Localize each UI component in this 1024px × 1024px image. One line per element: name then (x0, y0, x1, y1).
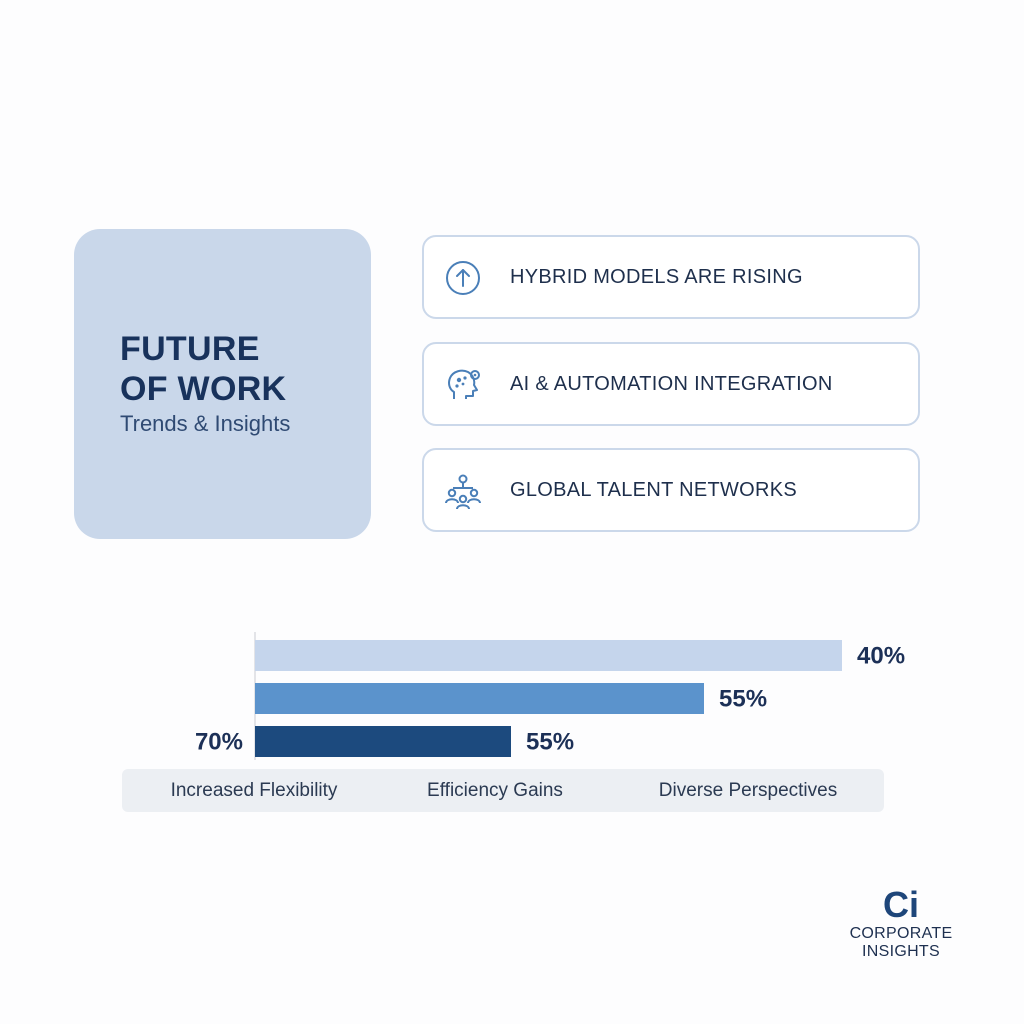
trend-card-global: GLOBAL TALENT NETWORKS (422, 448, 920, 532)
bar-value-label: 55% (719, 686, 767, 713)
bar-1 (255, 683, 704, 714)
logo-text: CORPORATE INSIGHTS (849, 925, 953, 960)
category-label: Diverse Perspectives (658, 780, 838, 801)
trend-card-label: HYBRID MODELS ARE RISING (510, 266, 803, 288)
people-network-icon (445, 474, 481, 510)
category-label: Efficiency Gains (427, 780, 563, 801)
trend-card-hybrid: HYBRID MODELS ARE RISING (422, 235, 920, 319)
trend-card-label: AI & AUTOMATION INTEGRATION (510, 373, 833, 395)
category-label: Increased Flexibility (170, 780, 338, 801)
hero-panel: FUTURE OF WORK Trends & Insights (74, 229, 371, 539)
logo-mark: Ci (883, 884, 919, 925)
hero-subtitle: Trends & Insights (120, 411, 291, 436)
ai-head-icon (448, 369, 480, 399)
trend-card-label: GLOBAL TALENT NETWORKS (510, 479, 798, 501)
category-axis: Increased Flexibility Efficiency Gains D… (122, 769, 884, 812)
bar-side-label: 70% (195, 729, 243, 756)
bar-2 (255, 726, 511, 757)
hero-title: FUTURE OF WORK (120, 330, 287, 408)
corporate-insights-logo: Ci CORPORATE INSIGHTS (838, 885, 964, 961)
bar-0 (255, 640, 842, 671)
bar-value-label: 40% (857, 643, 905, 670)
bar-chart: 40% 55% 55% 70% (195, 632, 905, 760)
bar-value-label: 55% (526, 729, 574, 756)
arrow-up-circle-icon (446, 261, 480, 295)
trend-card-ai: AI & AUTOMATION INTEGRATION (422, 342, 920, 426)
